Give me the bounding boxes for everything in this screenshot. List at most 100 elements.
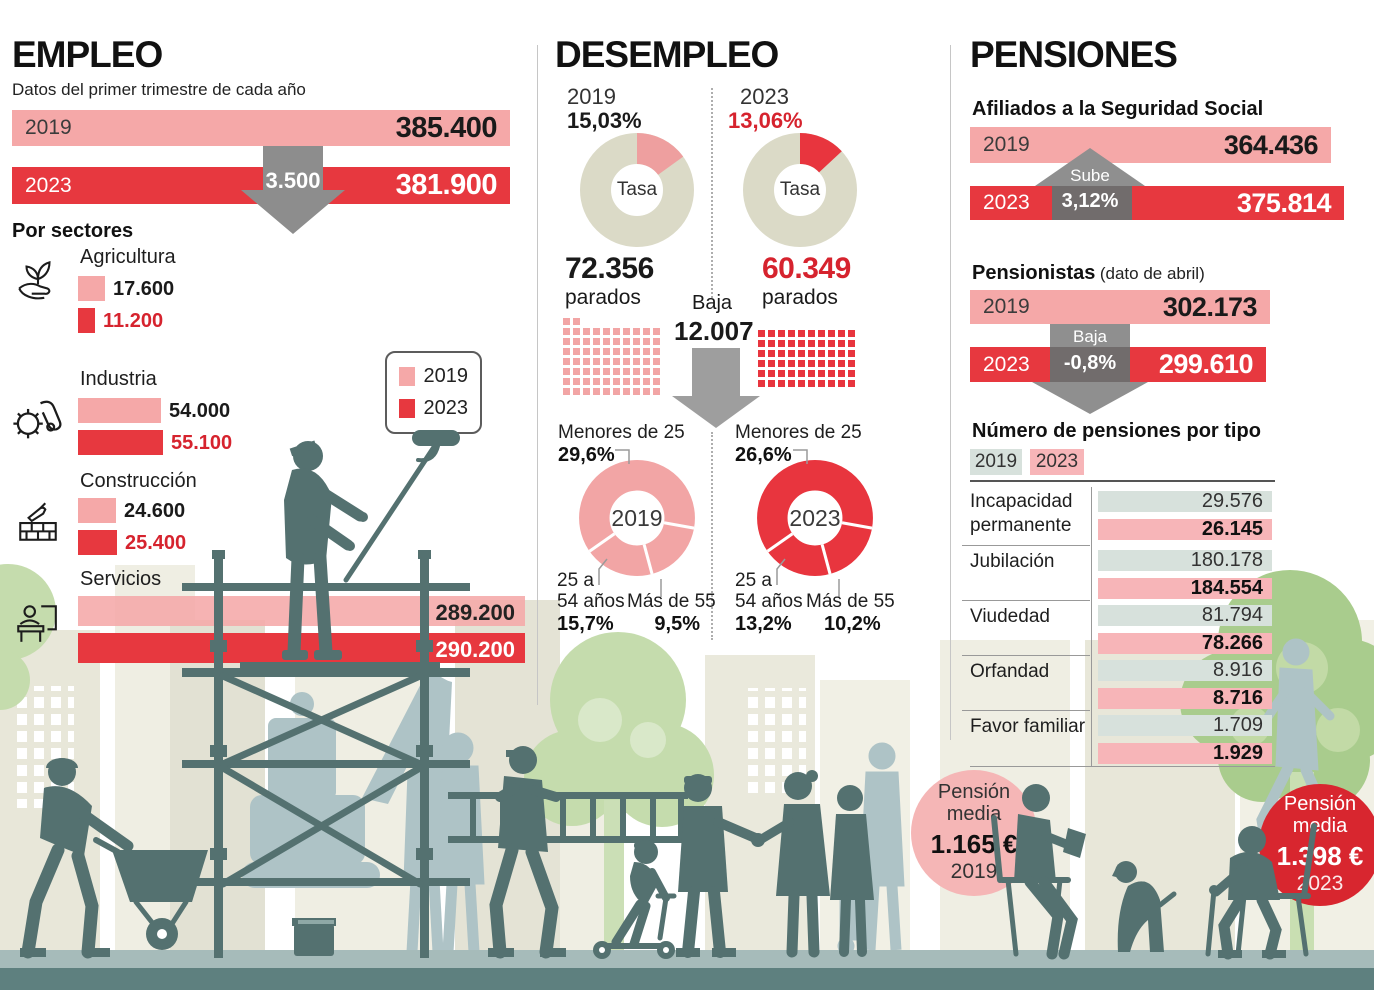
parados-2019-label: parados — [565, 286, 641, 309]
waffle-square — [808, 380, 815, 387]
empleo-bar-2019: 2019 385.400 — [12, 110, 510, 146]
waffle-row — [563, 328, 660, 335]
legend-label-2019: 2019 — [423, 365, 469, 387]
waffle-square — [798, 350, 805, 357]
industry-icon — [13, 400, 62, 439]
waffle-square — [778, 370, 785, 377]
afiliados-2023-value: 375.814 — [1236, 187, 1332, 218]
donut-age-2023-center: 2023 — [789, 504, 841, 531]
sector-bar-industria-2019 — [78, 398, 161, 423]
donut-tasa-2019 — [580, 133, 694, 247]
section-title-empleo: EMPLEO — [12, 34, 163, 75]
tasa-2019-year: 2019 — [567, 84, 616, 109]
pedestrians-light — [403, 732, 485, 953]
sector-bar-construccion-2019 — [78, 498, 116, 523]
por-tipo-row-jubilacion: Jubilación 180.178 184.554 — [970, 547, 1275, 602]
waffle-square — [563, 358, 570, 365]
age-2023-mayores-value: 10,2% — [824, 613, 881, 635]
waffle-square — [828, 340, 835, 347]
parados-2019-value: 72.356 — [565, 252, 654, 285]
waffle-square — [848, 380, 855, 387]
waffle-square — [643, 338, 650, 345]
empleo-down-arrow-icon — [241, 146, 345, 234]
divider-empleo-desempleo — [537, 45, 538, 705]
waffle-square — [848, 350, 855, 357]
waffle-square — [603, 338, 610, 345]
afiliados-arrow-value: 3,12% — [1061, 190, 1119, 212]
divider-desempleo-pensiones — [950, 45, 951, 740]
waffle-square — [593, 378, 600, 385]
waffle-square — [788, 370, 795, 377]
sector-value-agricultura-2019: 17.600 — [113, 278, 175, 300]
donut-age-2019-center: 2019 — [611, 504, 663, 531]
baja-value: 12.007 — [674, 316, 754, 346]
waffle-row — [758, 340, 855, 347]
afiliados-bar-2023: 2023 375.814 — [970, 186, 1344, 220]
sector-name-agricultura: Agricultura — [80, 246, 176, 268]
waffle-square — [623, 358, 630, 365]
donut-tasa-2023 — [743, 133, 857, 247]
waffle-square — [758, 370, 765, 377]
waffle-square — [583, 348, 590, 355]
waffle-row — [758, 350, 855, 357]
waffle-square — [623, 348, 630, 355]
waffle-square — [603, 368, 610, 375]
waffle-square — [643, 378, 650, 385]
waffle-square — [563, 328, 570, 335]
waffle-square — [778, 360, 785, 367]
waffle-square — [643, 388, 650, 395]
row-value-2023: 184.554 — [1098, 577, 1272, 599]
waffle-square — [788, 330, 795, 337]
waffle-row — [563, 338, 660, 345]
dotted-divider-top — [711, 88, 713, 298]
donut-age-2019 — [579, 460, 695, 576]
age-2023-menores-label: Menores de 25 — [735, 422, 862, 443]
row-label: Viudedad — [970, 606, 1050, 627]
waffle-square — [613, 328, 620, 335]
waffle-square — [583, 328, 590, 335]
badge-year: 2023 — [1296, 872, 1344, 896]
afiliados-bar-2019: 2019 364.436 — [970, 127, 1331, 163]
waffle-square — [643, 328, 650, 335]
waffle-square — [583, 378, 590, 385]
age-2023-adultos-label2: 54 años — [735, 591, 803, 612]
waffle-square — [613, 378, 620, 385]
waffle-square — [573, 338, 580, 345]
afiliados-2019-label: 2019 — [983, 133, 1030, 156]
waffle-square — [838, 340, 845, 347]
waffle-square — [768, 350, 775, 357]
por-tipo-row-incapacidad: Incapacidad permanente 29.576 26.145 — [970, 487, 1275, 545]
waffle-square — [593, 388, 600, 395]
waffle-square — [573, 328, 580, 335]
empleo-bar-2019-value: 385.400 — [395, 111, 498, 144]
row-label: Favor familiar — [970, 716, 1086, 737]
waffle-square — [563, 388, 570, 395]
waffle-row — [758, 370, 855, 377]
waffle-row — [758, 330, 855, 337]
waffle-square — [573, 388, 580, 395]
waffle-square — [788, 340, 795, 347]
row-separator — [962, 710, 1090, 711]
sector-value-construccion-2023: 25.400 — [125, 532, 187, 554]
waffle-square — [768, 370, 775, 377]
waffle-square — [633, 328, 640, 335]
por-tipo-legend-2019: 2019 — [970, 449, 1022, 475]
waffle-square — [848, 360, 855, 367]
waffle-square — [808, 350, 815, 357]
waffle-square — [623, 338, 630, 345]
waffle-square — [838, 350, 845, 357]
tree-left-bush — [0, 564, 56, 710]
badge-line1: Pensión — [1283, 793, 1357, 816]
pension-media-2019-badge: Pensión media 1.165 € 2019 — [911, 770, 1037, 896]
waffle-square — [653, 338, 660, 345]
sector-name-industria: Industria — [80, 368, 157, 390]
empleo-diff-value: 3.500 — [265, 168, 321, 193]
age-2019-adultos-value: 15,7% — [557, 613, 614, 635]
waffle-square — [818, 330, 825, 337]
row-separator — [962, 545, 1090, 546]
row-value-2023: 8.716 — [1098, 687, 1272, 709]
waffle-square — [653, 368, 660, 375]
row-separator — [962, 600, 1090, 601]
waffle-square — [798, 340, 805, 347]
